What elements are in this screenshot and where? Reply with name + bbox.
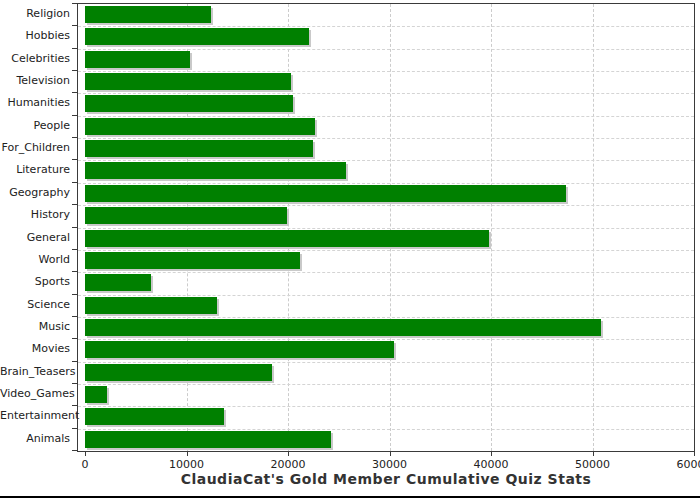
gridline-horizontal	[78, 71, 694, 72]
x-tick-mark	[85, 451, 86, 456]
x-tick-mark	[694, 451, 695, 456]
y-tick-mark	[72, 159, 78, 160]
gridline-horizontal	[78, 250, 694, 251]
bar-history	[85, 207, 287, 224]
x-tick-mark	[491, 451, 492, 456]
gridline-horizontal	[78, 49, 694, 50]
bar-brain-teasers	[85, 364, 272, 381]
category-label: Brain_Teasers	[0, 361, 70, 383]
bar-for-children	[85, 140, 313, 157]
y-tick-mark	[72, 294, 78, 295]
y-tick-mark	[72, 3, 78, 4]
category-label: Literature	[0, 159, 70, 181]
bar-hobbies	[85, 28, 309, 45]
y-tick-mark	[72, 316, 78, 317]
y-tick-mark	[72, 361, 78, 362]
category-label: Geography	[0, 182, 70, 204]
category-label: Celebrities	[0, 48, 70, 70]
category-label: Movies	[0, 338, 70, 360]
bar-general	[85, 230, 489, 247]
category-label: History	[0, 204, 70, 226]
y-tick-mark	[72, 428, 78, 429]
y-tick-mark	[72, 405, 78, 406]
gridline-horizontal	[78, 317, 694, 318]
y-tick-mark	[72, 338, 78, 339]
category-label: Science	[0, 294, 70, 316]
y-tick-mark	[72, 204, 78, 205]
gridline-horizontal	[78, 26, 694, 27]
gridline-horizontal	[78, 429, 694, 430]
bar-television	[85, 73, 291, 90]
x-tick-label: 10000	[147, 458, 227, 471]
bar-religion	[85, 6, 211, 23]
gridline-horizontal	[78, 93, 694, 94]
bar-literature	[85, 162, 346, 179]
chart-canvas: ReligionHobbiesCelebritiesTelevisionHuma…	[0, 0, 700, 500]
y-tick-mark	[72, 383, 78, 384]
category-label: Religion	[0, 3, 70, 25]
category-label: People	[0, 115, 70, 137]
x-tick-mark	[593, 451, 594, 456]
y-tick-mark	[72, 182, 78, 183]
bar-entertainment	[85, 408, 224, 425]
bar-people	[85, 118, 315, 135]
category-label: Animals	[0, 428, 70, 450]
y-tick-mark	[72, 137, 78, 138]
bar-movies	[85, 341, 394, 358]
bar-sports	[85, 274, 151, 291]
x-tick-label: 60000	[654, 458, 700, 471]
category-label: Sports	[0, 271, 70, 293]
bar-humanities	[85, 95, 293, 112]
y-tick-mark	[72, 70, 78, 71]
category-label: Humanities	[0, 92, 70, 114]
gridline-horizontal	[78, 272, 694, 273]
gridline-horizontal	[78, 384, 694, 385]
x-tick-label: 0	[45, 458, 125, 471]
category-label: Hobbies	[0, 25, 70, 47]
plot-area	[77, 3, 695, 452]
category-label: Video_Games	[0, 383, 70, 405]
y-tick-mark	[72, 115, 78, 116]
category-label: World	[0, 249, 70, 271]
y-tick-mark	[72, 450, 78, 451]
bar-music	[85, 319, 601, 336]
gridline-horizontal	[78, 362, 694, 363]
bar-science	[85, 297, 217, 314]
gridline-horizontal	[78, 138, 694, 139]
x-tick-mark	[390, 451, 391, 456]
x-tick-label: 30000	[350, 458, 430, 471]
gridline-horizontal	[78, 160, 694, 161]
gridline-horizontal	[78, 228, 694, 229]
x-tick-mark	[288, 451, 289, 456]
y-tick-mark	[72, 227, 78, 228]
category-label: Television	[0, 70, 70, 92]
x-tick-mark	[187, 451, 188, 456]
gridline-horizontal	[78, 339, 694, 340]
gridline-horizontal	[78, 116, 694, 117]
category-label: For_Children	[0, 137, 70, 159]
bar-video-games	[85, 386, 107, 403]
y-tick-mark	[72, 249, 78, 250]
gridline-horizontal	[78, 406, 694, 407]
bottom-border-line	[0, 496, 700, 498]
category-label: Music	[0, 316, 70, 338]
y-tick-mark	[72, 271, 78, 272]
x-tick-label: 40000	[451, 458, 531, 471]
chart-title: ClaudiaCat's Gold Member Cumulative Quiz…	[72, 471, 700, 487]
gridline-horizontal	[78, 183, 694, 184]
x-tick-label: 50000	[553, 458, 633, 471]
bar-world	[85, 252, 300, 269]
y-tick-mark	[72, 48, 78, 49]
bar-geography	[85, 185, 566, 202]
bar-celebrities	[85, 51, 190, 68]
y-tick-mark	[72, 25, 78, 26]
bar-animals	[85, 431, 331, 448]
category-label: General	[0, 227, 70, 249]
gridline-horizontal	[78, 205, 694, 206]
gridline-horizontal	[78, 295, 694, 296]
y-tick-mark	[72, 92, 78, 93]
category-label: Entertainment	[0, 405, 70, 427]
x-tick-label: 20000	[248, 458, 328, 471]
